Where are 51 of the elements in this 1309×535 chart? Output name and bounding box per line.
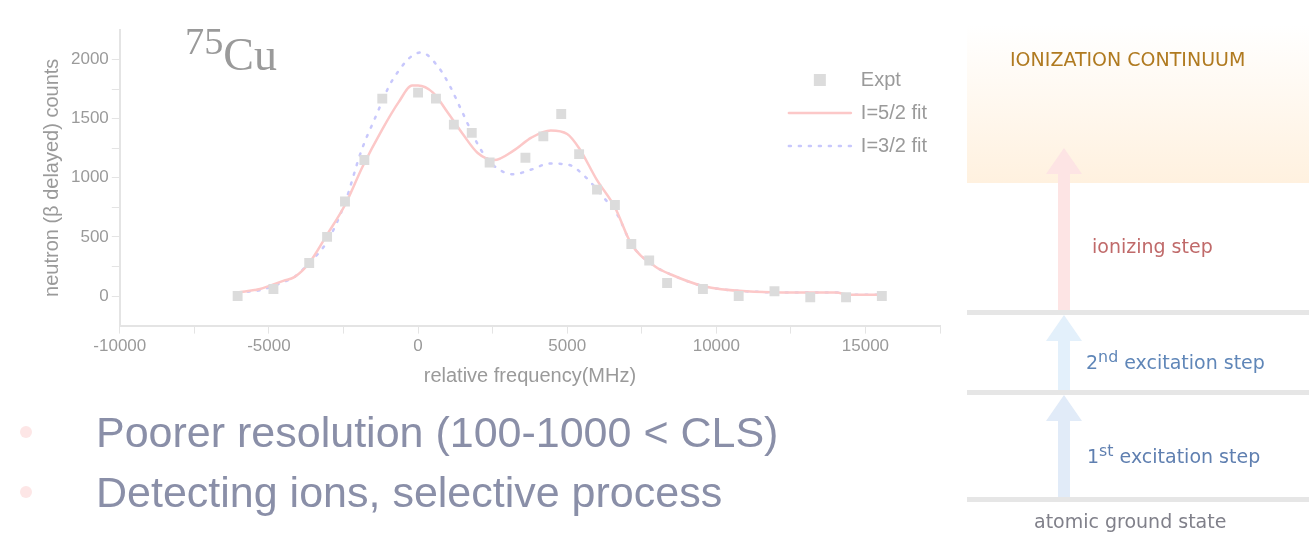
text: Detecting ions, selective process — [96, 467, 723, 517]
point — [304, 257, 315, 268]
point — [626, 239, 637, 249]
y-tick-label: 1000 — [70, 167, 109, 187]
point — [574, 149, 585, 160]
x-tick-label: -5000 — [247, 336, 291, 356]
point — [592, 184, 602, 195]
text: ionizing step — [1092, 235, 1213, 257]
point — [644, 255, 655, 266]
point — [268, 284, 279, 294]
point — [413, 87, 424, 98]
point — [841, 292, 851, 303]
legend-label: Expt — [860, 67, 902, 90]
text: 1$^{st}$ excitation step — [1087, 441, 1261, 468]
y-axis-title: neutron (β delayed) counts — [39, 58, 62, 297]
y-tick-label: 0 — [99, 285, 109, 305]
x-tick-label: 15000 — [841, 336, 890, 356]
text: 2$^{nd}$ excitation step — [1086, 347, 1265, 374]
point — [733, 291, 744, 301]
point — [431, 93, 441, 104]
text: Poorer resolution (100-1000 < CLS) — [96, 407, 779, 457]
point — [340, 196, 350, 207]
x-axis-title: relative frequency(MHz) — [423, 363, 637, 386]
point — [466, 127, 477, 138]
x-tick-label: 10000 — [692, 336, 740, 356]
point — [609, 200, 620, 210]
point — [322, 231, 333, 242]
point — [538, 131, 549, 142]
point — [769, 286, 780, 297]
point — [484, 157, 495, 168]
point — [662, 278, 673, 288]
point — [232, 291, 243, 301]
legend-label: I=3/2 fit — [860, 133, 928, 156]
point — [556, 109, 567, 119]
point — [377, 93, 388, 104]
x-tick-label: -10000 — [93, 336, 147, 356]
text: IONIZATION CONTINUUM — [1010, 48, 1246, 70]
x-tick-label: 0 — [413, 336, 423, 356]
point — [805, 292, 816, 303]
y-tick-label: 500 — [80, 226, 109, 246]
annotation: $^{75}$Cu — [185, 20, 278, 81]
x-tick-label: 5000 — [548, 336, 587, 356]
point — [448, 119, 459, 130]
point — [876, 291, 887, 301]
point — [697, 284, 708, 294]
point — [520, 152, 531, 163]
y-tick-label: 2000 — [70, 49, 109, 69]
legend-label: I=5/2 fit — [860, 100, 928, 123]
point — [359, 155, 370, 166]
text: atomic ground state — [1034, 510, 1227, 532]
y-tick-label: 1500 — [70, 108, 109, 128]
